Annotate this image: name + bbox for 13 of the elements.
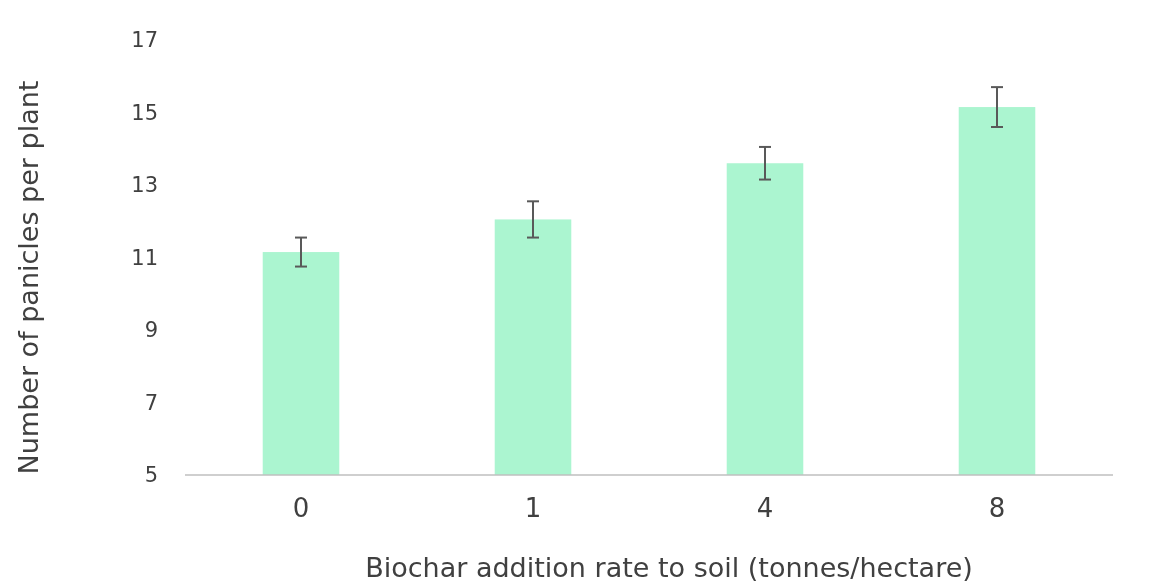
x-tick-label: 8 <box>988 493 1006 523</box>
x-tick-label: 4 <box>756 493 774 523</box>
y-tick-label: 9 <box>144 318 158 343</box>
y-tick-label: 7 <box>144 390 158 415</box>
x-axis-title: Biochar addition rate to soil (tonnes/hectare) <box>365 552 973 583</box>
y-tick-label: 11 <box>131 245 158 270</box>
y-tick-label: 15 <box>131 100 158 125</box>
y-tick-label: 5 <box>144 463 158 488</box>
y-tick-label: 13 <box>131 173 158 198</box>
x-tick-label: 0 <box>292 493 310 523</box>
y-tick-label: 17 <box>131 28 158 53</box>
y-axis-title: Number of panicles per plant <box>13 80 44 475</box>
x-tick-label: 1 <box>524 493 542 523</box>
